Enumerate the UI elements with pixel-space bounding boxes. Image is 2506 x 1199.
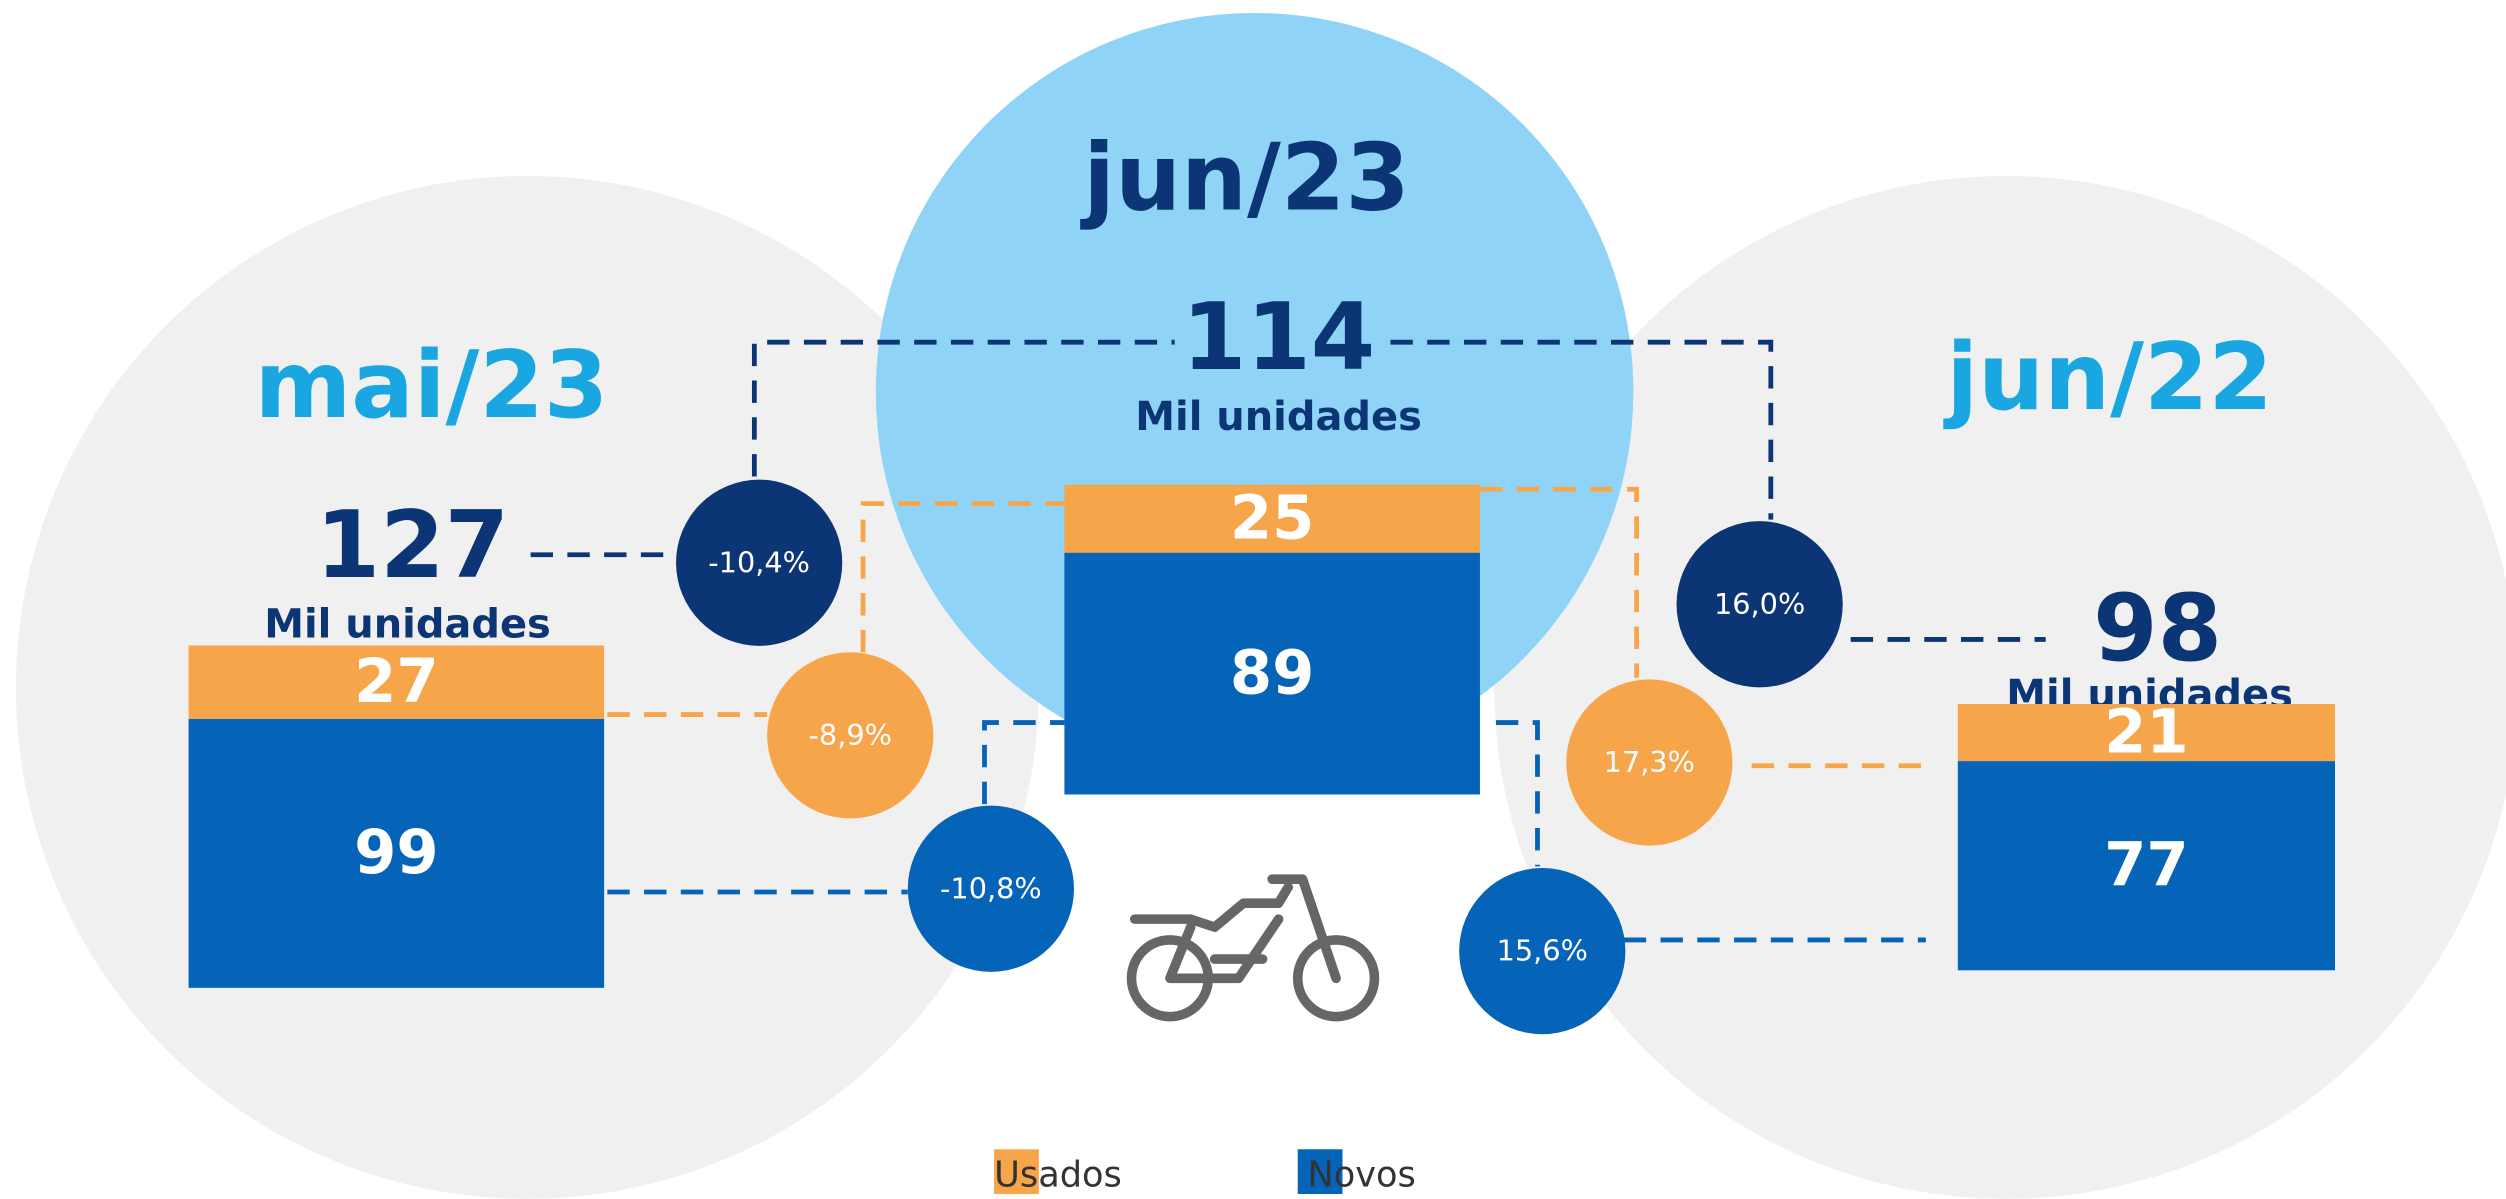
change-label: -8,9% xyxy=(809,718,892,752)
connectors xyxy=(530,339,2046,943)
legend-label: Novos xyxy=(1307,1154,1415,1195)
change-label: 15,6% xyxy=(1497,934,1588,968)
period-title: jun/23 xyxy=(1079,123,1410,231)
legend-swatch xyxy=(994,1149,1039,1195)
change-circle xyxy=(676,479,843,646)
bar-value-label: 25 xyxy=(1230,484,1315,554)
total-value: 127 xyxy=(316,491,509,599)
change-circle xyxy=(1676,521,1843,688)
period-title: mai/23 xyxy=(255,331,609,439)
change-circle xyxy=(1566,679,1733,846)
bar-value-label: 77 xyxy=(2104,830,2189,900)
change-circle xyxy=(907,805,1074,972)
unit-label: Mil unidades xyxy=(1135,394,1422,440)
bar-segment xyxy=(1957,761,2335,971)
bar-segment xyxy=(188,645,605,719)
bar-segment xyxy=(1064,552,1480,795)
change-label: 17,3% xyxy=(1604,745,1695,779)
bar-segment xyxy=(1957,704,2335,762)
unit-label: Mil unidades xyxy=(264,602,551,648)
bar-value-label: 21 xyxy=(2104,697,2189,767)
bar-segment xyxy=(1064,484,1480,553)
bar-value-label: 99 xyxy=(354,818,439,888)
legend-label: Usados xyxy=(994,1154,1122,1195)
change-label: 16,0% xyxy=(1714,587,1805,621)
bar-value-label: 27 xyxy=(354,647,439,717)
change-label: -10,8% xyxy=(940,871,1042,905)
bar-segment xyxy=(188,718,605,988)
period-title: jun/22 xyxy=(1942,323,2273,431)
legend-swatch xyxy=(1297,1149,1343,1195)
total-value: 98 xyxy=(2093,574,2222,682)
change-circle xyxy=(767,652,934,819)
bar-value-label: 89 xyxy=(1230,638,1315,708)
motorcycle-icon xyxy=(1126,874,1380,1022)
change-label: -10,4% xyxy=(708,545,810,579)
total-value: 114 xyxy=(1182,283,1375,391)
change-circle xyxy=(1459,868,1626,1035)
